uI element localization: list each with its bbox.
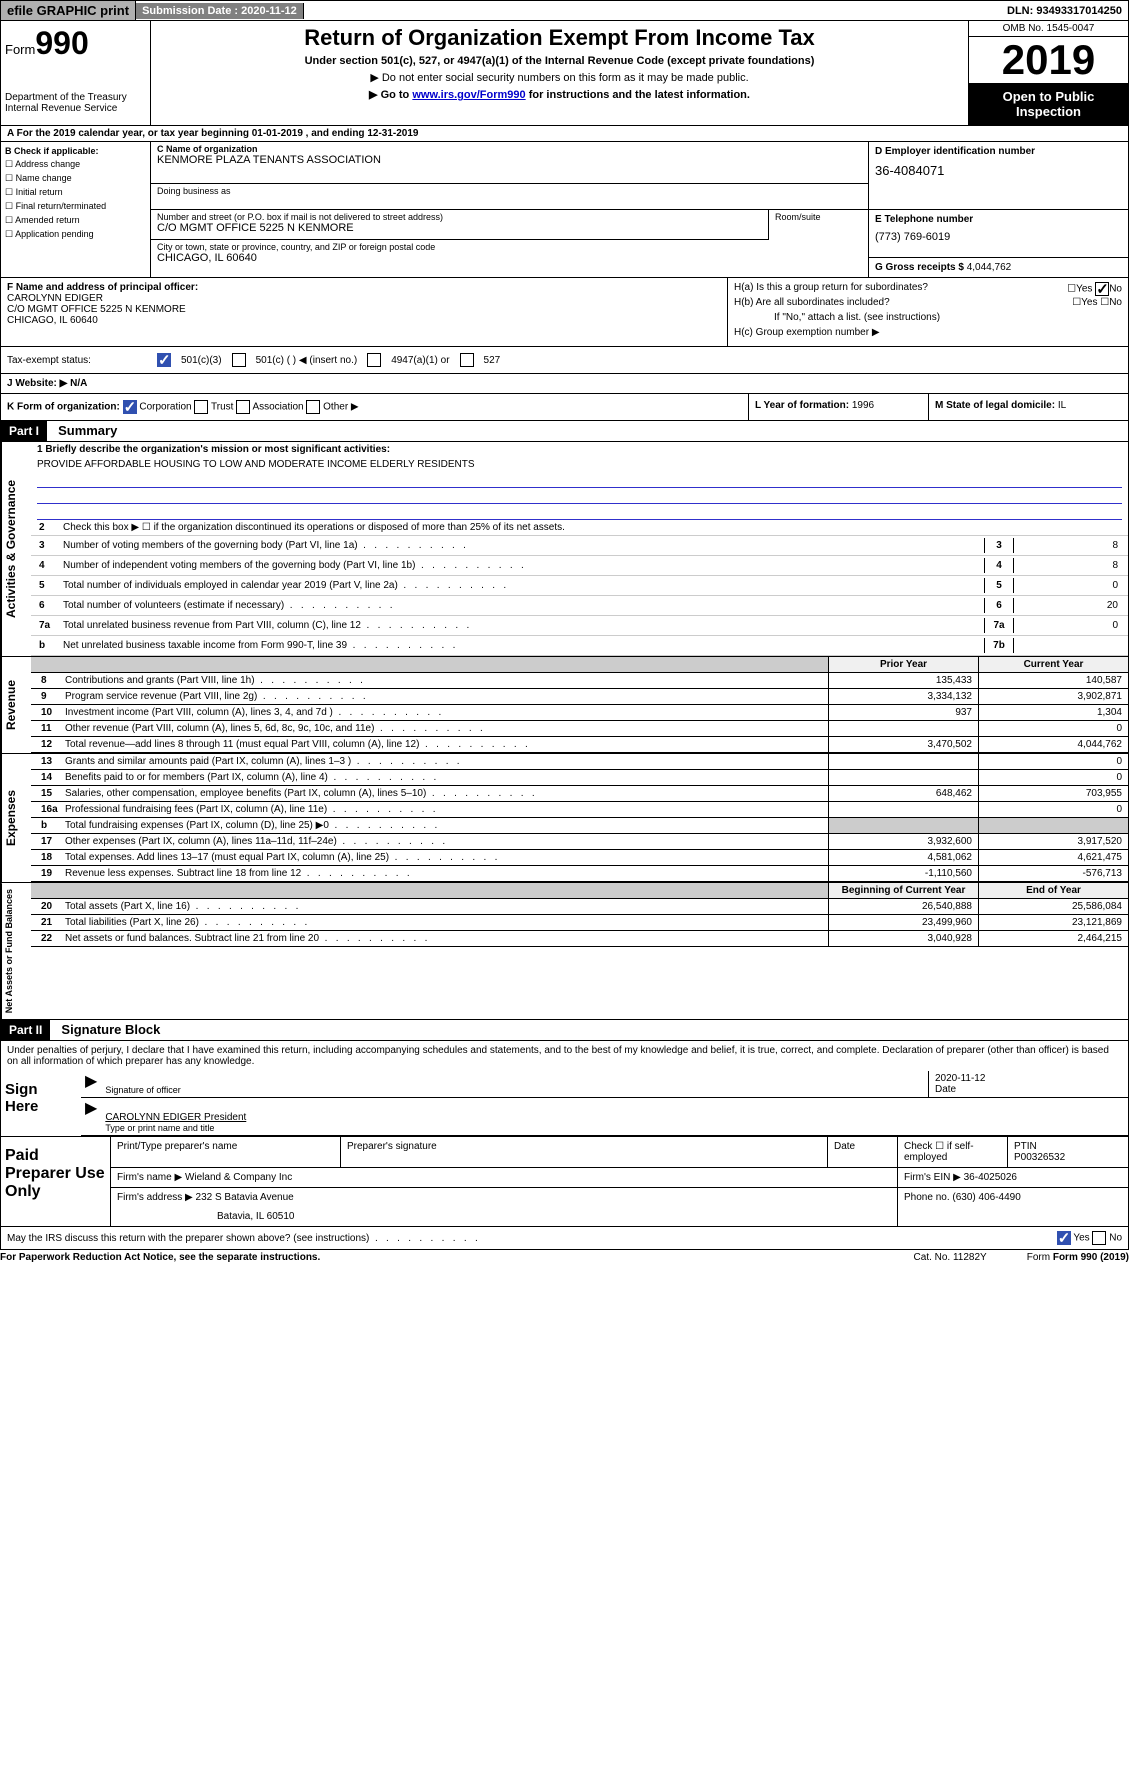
summary-line: 5Total number of individuals employed in… (31, 576, 1128, 596)
ssn-note: ▶ Do not enter social security numbers o… (161, 71, 958, 84)
summary-expenses: Expenses 13Grants and similar amounts pa… (0, 754, 1129, 883)
form-header: Form990 Department of the Treasury Inter… (0, 21, 1129, 126)
firm-address: Firm's address ▶ 232 S Batavia Avenue Ba… (111, 1188, 898, 1226)
line-2: 2Check this box ▶ ☐ if the organization … (31, 520, 1128, 536)
summary-line: 22Net assets or fund balances. Subtract … (31, 931, 1128, 947)
form-title: Return of Organization Exempt From Incom… (161, 25, 958, 51)
summary-line: 19Revenue less expenses. Subtract line 1… (31, 866, 1128, 882)
preparer-date: Date (828, 1137, 898, 1167)
sign-here-label: Sign Here (1, 1071, 71, 1136)
omb-number: OMB No. 1545-0047 (969, 21, 1128, 37)
city-block: City or town, state or province, country… (151, 240, 868, 270)
ptin: PTINP00326532 (1008, 1137, 1128, 1167)
open-to-public: Open to Public Inspection (969, 83, 1128, 125)
dln: DLN: 93493317014250 (1001, 3, 1128, 19)
check-applicable: B Check if applicable: ☐ Address change … (1, 142, 151, 277)
officer-signature[interactable]: Signature of officer (101, 1071, 928, 1097)
officer-group-section: F Name and address of principal officer:… (0, 278, 1129, 347)
preparer-name: Print/Type preparer's name (111, 1137, 341, 1167)
submission-date: Submission Date : 2020-11-12 (136, 3, 304, 19)
footer: For Paperwork Reduction Act Notice, see … (0, 1250, 1129, 1265)
summary-revenue: Revenue Prior Year Current Year 8Contrib… (0, 657, 1129, 754)
mission-text: PROVIDE AFFORDABLE HOUSING TO LOW AND MO… (31, 457, 1128, 472)
tax-year: 2019 (969, 37, 1128, 83)
summary-line: 8Contributions and grants (Part VIII, li… (31, 673, 1128, 689)
summary-line: 14Benefits paid to or for members (Part … (31, 770, 1128, 786)
tax-exempt-status: Tax-exempt status: 501(c)(3) 501(c) ( ) … (0, 347, 1129, 374)
summary-line: 15Salaries, other compensation, employee… (31, 786, 1128, 802)
address-block: Number and street (or P.O. box if mail i… (151, 210, 768, 240)
top-bar: efile GRAPHIC print Submission Date : 20… (0, 0, 1129, 21)
summary-line: 20Total assets (Part X, line 16)26,540,8… (31, 899, 1128, 915)
col-headers-rev: Prior Year Current Year (31, 657, 1128, 673)
summary-line: 10Investment income (Part VIII, column (… (31, 705, 1128, 721)
gross-receipts: G Gross receipts $ 4,044,762 (869, 258, 1128, 277)
summary-line: 16aProfessional fundraising fees (Part I… (31, 802, 1128, 818)
website-row: J Website: ▶ N/A (0, 374, 1129, 394)
group-return: H(a) Is this a group return for subordin… (728, 278, 1128, 346)
form-org-row: K Form of organization: Corporation Trus… (0, 394, 1129, 421)
discuss-row: May the IRS discuss this return with the… (0, 1227, 1129, 1250)
summary-line: 18Total expenses. Add lines 13–17 (must … (31, 850, 1128, 866)
form-number: Form990 (5, 25, 146, 62)
firm-phone: Phone no. (630) 406-4490 (898, 1188, 1128, 1226)
summary-line: 17Other expenses (Part IX, column (A), l… (31, 834, 1128, 850)
irs-link[interactable]: www.irs.gov/Form990 (412, 89, 525, 101)
summary-line: 3Number of voting members of the governi… (31, 536, 1128, 556)
room-suite: Room/suite (768, 210, 868, 240)
firm-name: Firm's name ▶ Wieland & Company Inc (111, 1168, 898, 1187)
goto-note: ▶ Go to www.irs.gov/Form990 for instruct… (161, 88, 958, 101)
part2-header: Part II Signature Block (0, 1020, 1129, 1041)
summary-governance: Activities & Governance 1 Briefly descri… (0, 442, 1129, 657)
summary-line: 9Program service revenue (Part VIII, lin… (31, 689, 1128, 705)
summary-line: 21Total liabilities (Part X, line 26)23,… (31, 915, 1128, 931)
efile-print-button[interactable]: efile GRAPHIC print (1, 1, 136, 20)
paid-preparer-section: Paid Preparer Use Only Print/Type prepar… (0, 1137, 1129, 1227)
summary-line: bTotal fundraising expenses (Part IX, co… (31, 818, 1128, 834)
perjury-declaration: Under penalties of perjury, I declare th… (1, 1041, 1128, 1071)
firm-ein: Firm's EIN ▶ 36-4025026 (898, 1168, 1128, 1187)
officer-name-title: CAROLYNN EDIGER President Type or print … (101, 1098, 1128, 1135)
preparer-signature[interactable]: Preparer's signature (341, 1137, 828, 1167)
summary-line: bNet unrelated business taxable income f… (31, 636, 1128, 656)
summary-line: 13Grants and similar amounts paid (Part … (31, 754, 1128, 770)
mission-label: 1 Briefly describe the organization's mi… (31, 442, 1128, 457)
dba-block: Doing business as (151, 184, 868, 210)
summary-line: 4Number of independent voting members of… (31, 556, 1128, 576)
telephone-block: E Telephone number (773) 769-6019 (869, 210, 1128, 258)
self-employed-check[interactable]: Check ☐ if self-employed (898, 1137, 1008, 1167)
dept-treasury: Department of the Treasury (5, 92, 146, 103)
summary-netassets: Net Assets or Fund Balances Beginning of… (0, 883, 1129, 1020)
summary-line: 6Total number of volunteers (estimate if… (31, 596, 1128, 616)
summary-line: 11Other revenue (Part VIII, column (A), … (31, 721, 1128, 737)
org-name-block: C Name of organization KENMORE PLAZA TEN… (151, 142, 868, 184)
tax-period: A For the 2019 calendar year, or tax yea… (0, 126, 1129, 142)
ein-block: D Employer identification number 36-4084… (869, 142, 1128, 210)
part1-header: Part I Summary (0, 421, 1129, 442)
summary-line: 7aTotal unrelated business revenue from … (31, 616, 1128, 636)
irs-label: Internal Revenue Service (5, 103, 146, 114)
col-headers-net: Beginning of Current Year End of Year (31, 883, 1128, 899)
signature-section: Under penalties of perjury, I declare th… (0, 1041, 1129, 1137)
summary-line: 12Total revenue—add lines 8 through 11 (… (31, 737, 1128, 753)
identification-section: B Check if applicable: ☐ Address change … (0, 142, 1129, 278)
org-name: KENMORE PLAZA TENANTS ASSOCIATION (157, 154, 862, 166)
principal-officer: F Name and address of principal officer:… (1, 278, 728, 346)
form-subtitle: Under section 501(c), 527, or 4947(a)(1)… (161, 55, 958, 67)
paid-preparer-label: Paid Preparer Use Only (1, 1137, 111, 1226)
signature-date: 2020-11-12 Date (928, 1071, 1128, 1097)
